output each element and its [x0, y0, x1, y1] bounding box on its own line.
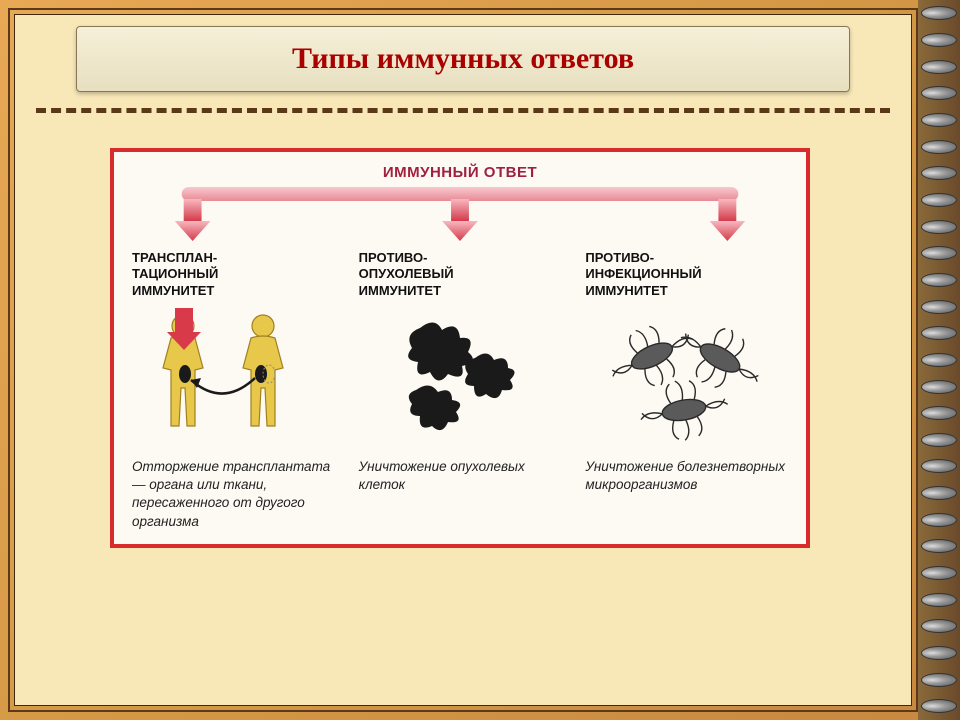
- col-desc: Уничтожение опухолевых клеток: [359, 458, 562, 494]
- spiral-binding: [918, 0, 960, 720]
- title-box: Типы иммунных ответов: [76, 26, 850, 92]
- illustration-infection: [585, 308, 788, 448]
- col-transplant: ТРАНСПЛАН-ТАЦИОННЫЙИММУНИТЕТ: [132, 250, 335, 531]
- columns: ТРАНСПЛАН-ТАЦИОННЫЙИММУНИТЕТ: [132, 250, 788, 531]
- illustration-transplant: [132, 308, 335, 448]
- col-desc: Отторжение трансплантата — органа или тк…: [132, 458, 335, 531]
- col-title: ТРАНСПЛАН-ТАЦИОННЫЙИММУНИТЕТ: [132, 250, 335, 302]
- diagram-top-label: ИММУННЫЙ ОТВЕТ: [132, 164, 788, 181]
- immune-diagram: ИММУННЫЙ ОТВЕТ ТРАНСПЛАН-ТАЦИОННЫЙИММУНИ…: [110, 148, 810, 548]
- col-tumor: ПРОТИВО-ОПУХОЛЕВЫЙИММУНИТЕТ Уничтожение …: [359, 250, 562, 531]
- connector-arrows: [132, 181, 788, 245]
- col-title: ПРОТИВО-ОПУХОЛЕВЫЙИММУНИТЕТ: [359, 250, 562, 302]
- slide-title: Типы иммунных ответов: [292, 42, 634, 76]
- illustration-tumor: [359, 308, 562, 448]
- col-infection: ПРОТИВО-ИНФЕКЦИОННЫЙИММУНИТЕТ: [585, 250, 788, 531]
- col-desc: Уничтожение болезнетворных микроорганизм…: [585, 458, 788, 494]
- dashed-divider: [36, 108, 890, 113]
- col-title: ПРОТИВО-ИНФЕКЦИОННЫЙИММУНИТЕТ: [585, 250, 788, 302]
